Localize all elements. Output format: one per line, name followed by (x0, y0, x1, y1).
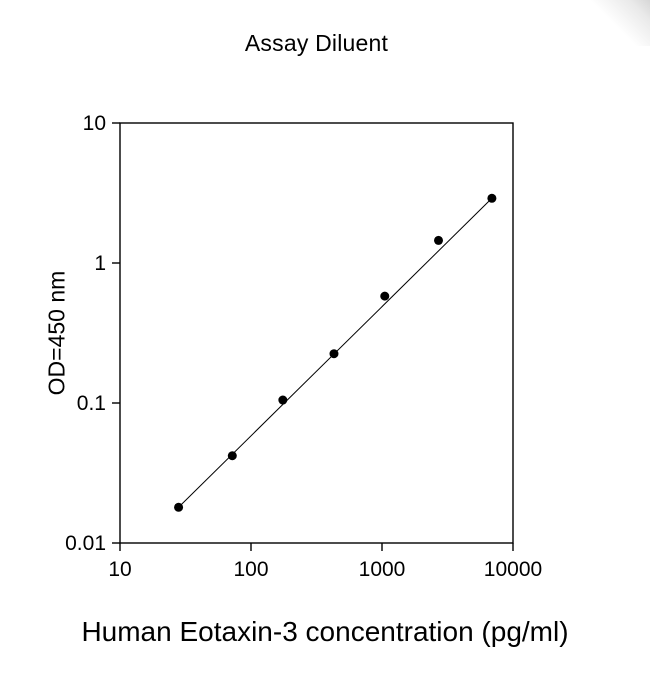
y-axis-tick-label: 0.1 (77, 392, 106, 415)
x-axis-tick-label: 1000 (359, 558, 406, 581)
plot-frame (119, 122, 514, 544)
chart-title: Assay Diluent (244, 30, 389, 56)
data-point (434, 235, 444, 245)
x-axis-label: Human Eotaxin-3 concentration (pg/ml) (81, 616, 569, 647)
x-axis-tick-label: 10000 (484, 558, 542, 581)
y-axis-tick-label: 0.01 (65, 532, 106, 555)
data-point (174, 502, 184, 512)
data-point (227, 451, 237, 461)
data-point (487, 193, 497, 203)
x-axis-tick-label: 10 (108, 558, 131, 581)
data-point (380, 291, 390, 301)
data-point (278, 395, 288, 405)
x-axis-tick-label: 100 (233, 558, 268, 581)
y-axis-tick-label: 10 (83, 112, 106, 135)
data-point (329, 349, 339, 359)
y-axis-tick-label: 1 (94, 252, 106, 275)
